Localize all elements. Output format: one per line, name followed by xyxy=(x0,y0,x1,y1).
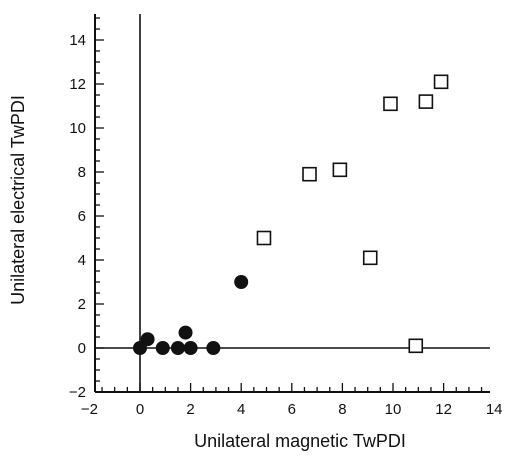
data-points xyxy=(133,74,449,355)
y-tick-label: 0 xyxy=(78,340,86,357)
x-tick-label: 0 xyxy=(136,401,144,418)
x-axis-ticks: −2 0 2 4 6 8 10 12 14 xyxy=(81,383,503,418)
y-tick-label: 14 xyxy=(69,32,86,49)
x-tick-label: 4 xyxy=(237,401,245,418)
y-tick-label: 2 xyxy=(78,296,86,313)
open-square-point xyxy=(418,94,434,109)
zero-reference-lines xyxy=(95,14,490,392)
y-axis-ticks: −2 0 2 4 6 8 10 12 14 xyxy=(69,17,104,401)
y-tick-label: 4 xyxy=(78,252,86,269)
x-tick-label: 12 xyxy=(435,401,452,418)
filled-circle-point xyxy=(206,341,221,355)
x-tick-label: 14 xyxy=(486,401,503,418)
plot-frame xyxy=(94,14,490,393)
filled-circle-point xyxy=(140,332,155,347)
open-square-point xyxy=(408,338,424,354)
x-tick-label: 10 xyxy=(385,401,402,418)
x-tick-label: −2 xyxy=(81,401,98,418)
filled-circle-point xyxy=(155,341,170,355)
filled-circle-point xyxy=(170,341,185,355)
x-axis-title: Unilateral magnetic TwPDI xyxy=(194,431,406,451)
open-square-point xyxy=(383,96,398,112)
filled-circle-point xyxy=(234,275,249,289)
open-square-point xyxy=(256,230,272,246)
open-square-point xyxy=(433,74,449,90)
open-square-point xyxy=(302,166,317,182)
y-tick-label: 8 xyxy=(78,164,86,181)
open-square-point xyxy=(332,162,348,178)
y-tick-label: 10 xyxy=(69,120,86,137)
filled-circle-point xyxy=(183,341,198,355)
y-tick-label: 12 xyxy=(69,76,86,93)
x-tick-label: 2 xyxy=(186,401,194,418)
x-tick-label: 6 xyxy=(288,401,296,418)
y-tick-label: 6 xyxy=(78,208,86,225)
y-axis-title: Unilateral electrical TwPDI xyxy=(8,95,28,305)
filled-circle-point xyxy=(178,325,193,340)
y-tick-label: −2 xyxy=(69,384,86,401)
x-tick-label: 8 xyxy=(338,401,346,418)
open-square-point xyxy=(362,250,378,266)
